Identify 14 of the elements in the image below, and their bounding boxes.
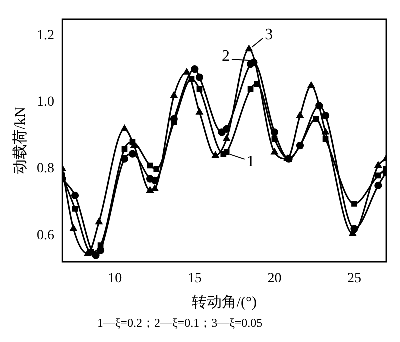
x-tick-label: 10: [108, 271, 122, 286]
y-axis-title: 动载荷/kN: [12, 106, 29, 175]
y-tick-label: 0.6: [37, 228, 54, 244]
x-tick-label: 20: [268, 271, 282, 286]
x-axis-title: 转动角/(°): [192, 294, 258, 311]
y-tick-label: 0.8: [37, 162, 54, 177]
y-tick-label: 1.0: [37, 95, 54, 110]
legend-label: 1: [246, 154, 255, 171]
legend-label: 3: [265, 26, 274, 44]
y-tick-label: 1.2: [37, 28, 54, 44]
x-tick-label: 25: [347, 271, 362, 286]
text: 1—ξ=0.2；2—ξ=0.1；3—ξ=0.05: [97, 316, 263, 330]
x-tick-label: 15: [188, 271, 202, 286]
series-label: 2: [222, 48, 230, 65]
